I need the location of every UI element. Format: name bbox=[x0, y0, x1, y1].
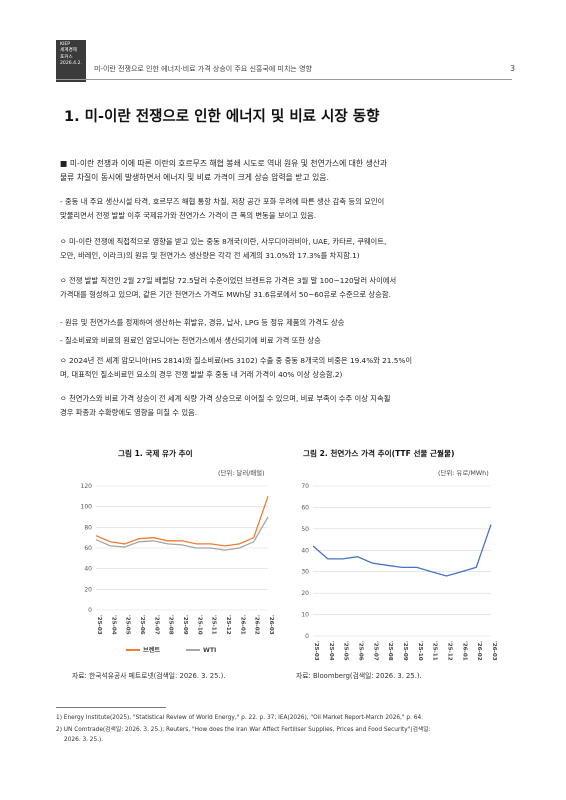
figure-1-title: 그림 1. 국제 유가 추이 bbox=[118, 449, 193, 458]
x-tick-label: '25-11 bbox=[432, 641, 438, 661]
x-tick-label: '25-03 bbox=[313, 641, 319, 661]
series-line bbox=[95, 496, 269, 547]
legend-label: 브렌트 bbox=[143, 646, 160, 654]
badge-line: 2026.4.2. bbox=[60, 61, 82, 67]
x-tick-label: '25-07 bbox=[153, 615, 159, 635]
x-tick-label: '25-09 bbox=[182, 615, 188, 635]
text-line: ■ 미-이란 전쟁과 이에 따른 이란의 호르무즈 해협 봉쇄 시도로 역내 원… bbox=[60, 159, 388, 168]
y-tick-label: 30 bbox=[301, 569, 309, 576]
y-tick-label: 10 bbox=[301, 612, 309, 619]
x-tick-label: '25-07 bbox=[372, 641, 378, 661]
circle-paragraph: ㅇ 미-이란 전쟁에 직접적으로 영향을 받고 있는 중동 8개국(이란, 사우… bbox=[60, 235, 386, 262]
x-tick-label: '26-03 bbox=[491, 641, 497, 661]
footnote: 2) UN Comtrade(검색일: 2026. 3. 25.); Reute… bbox=[56, 727, 431, 733]
x-tick-label: '26-03 bbox=[268, 615, 274, 635]
figure-2-unit: (단위: 유로/MWh) bbox=[438, 469, 489, 477]
section-title: 1. 미-이란 전쟁으로 인한 에너지 및 비료 시장 동향 bbox=[64, 109, 380, 125]
y-tick-label: 100 bbox=[81, 504, 93, 511]
y-tick-label: 50 bbox=[301, 526, 309, 533]
badge-line: KIEP bbox=[60, 42, 71, 47]
text-line: ㅇ 2024년 전 세계 암모니아(HS 2814)와 질소비료(HS 3102… bbox=[60, 356, 413, 365]
text-line: ㅇ 천연가스와 비료 가격 상승이 전 세계 식량 가격 상승으로 이어질 수 … bbox=[60, 394, 391, 403]
x-tick-label: '25-05 bbox=[125, 615, 131, 635]
legend-label: WTI bbox=[203, 647, 216, 654]
dash-paragraph: - 원유 및 천연가스를 정제하여 생산하는 휘발유, 경유, 납사, LPG … bbox=[60, 316, 344, 330]
circle-paragraph: ㅇ 천연가스와 비료 가격 상승이 전 세계 식량 가격 상승으로 이어질 수 … bbox=[60, 392, 390, 419]
y-tick-label: 70 bbox=[301, 483, 309, 490]
series-line bbox=[95, 516, 269, 551]
y-tick-label: 60 bbox=[84, 545, 92, 552]
text-line: - 중동 내 주요 생산시설 타격, 호르무즈 해협 통항 차질, 저장 공간 … bbox=[60, 197, 385, 206]
x-tick-label: '25-10 bbox=[417, 641, 423, 661]
x-tick-label: '25-05 bbox=[343, 641, 349, 661]
main-bullet-paragraph: ■ 미-이란 전쟁과 이에 따른 이란의 호르무즈 해협 봉쇄 시도로 역내 원… bbox=[60, 157, 387, 184]
text-line: 가격대를 형성하고 있으며, 같은 기간 천연가스 가격도 MWh당 31.6유… bbox=[60, 289, 391, 299]
text-line: 경우 파종과 수확량에도 영향을 미칠 수 있음. bbox=[60, 407, 198, 417]
x-tick-label: '25-08 bbox=[387, 641, 393, 661]
x-tick-label: '25-08 bbox=[168, 615, 174, 635]
x-tick-label: '25-06 bbox=[139, 615, 145, 635]
oil-price-chart: 0 20 40 60 80 100 120 '25-03 '25-04 '25-05 '25-06 '… bbox=[81, 483, 274, 654]
footnote-divider bbox=[56, 707, 166, 708]
x-tick-label: '25-04 bbox=[328, 641, 334, 661]
text-line: 맞물리면서 전쟁 발발 이후 국제유가와 천연가스 가격이 큰 폭의 변동을 보… bbox=[60, 210, 317, 220]
text-line: - 원유 및 천연가스를 정제하여 생산하는 휘발유, 경유, 납사, LPG … bbox=[60, 318, 345, 327]
text-line: 며, 대표적인 질소비료인 요소의 경우 전쟁 발발 후 중동 내 거래 가격이… bbox=[60, 369, 343, 379]
header-divider bbox=[56, 79, 512, 80]
figure-2-title: 그림 2. 천연가스 가격 추이(TTF 선물 근월물) bbox=[303, 449, 455, 458]
y-tick-label: 40 bbox=[301, 547, 309, 554]
x-tick-label: '26-01 bbox=[461, 641, 467, 661]
x-tick-label: '25-09 bbox=[402, 641, 408, 661]
text-line: 물류 차질이 동시에 발생하면서 에너지 및 비료 가격이 크게 상승 압력을 … bbox=[60, 172, 329, 182]
x-tick-label: '26-02 bbox=[254, 615, 260, 635]
footnote: 1) Energy Institute(2025), "Statistical … bbox=[56, 715, 424, 721]
figure-1-unit: (단위: 달러/배럴) bbox=[218, 469, 265, 477]
series-line bbox=[312, 524, 492, 577]
text-line: ㅇ 미-이란 전쟁에 직접적으로 영향을 받고 있는 중동 8개국(이란, 사우… bbox=[60, 237, 387, 246]
y-tick-label: 0 bbox=[305, 633, 309, 640]
x-tick-label: '25-03 bbox=[96, 615, 102, 635]
y-tick-label: 20 bbox=[301, 590, 309, 597]
figure-2-source: 자료: Bloomberg(검색일: 2026. 3. 25.). bbox=[296, 672, 422, 680]
circle-paragraph: ㅇ 전쟁 발발 직전인 2월 27일 배럴당 72.5달러 수준이었던 브렌트유… bbox=[60, 274, 396, 301]
kiep-header-badge: KIEP 세계경제 포커스 2026.4.2. bbox=[56, 40, 86, 82]
y-tick-label: 80 bbox=[84, 524, 92, 531]
page-number: 3 bbox=[510, 64, 516, 73]
x-tick-label: '26-01 bbox=[239, 615, 245, 635]
x-tick-label: '25-11 bbox=[211, 615, 217, 635]
y-tick-label: 40 bbox=[84, 566, 92, 573]
gas-price-chart: 0 10 20 30 40 50 60 70 '25-03 '25-04 '25-05 '25-06 '… bbox=[301, 483, 497, 661]
text-line: - 질소비료와 비료의 원료인 암모니아는 천연가스에서 생산되기에 비료 가격… bbox=[60, 336, 321, 345]
badge-line: 세계경제 bbox=[60, 48, 77, 54]
y-tick-label: 120 bbox=[81, 483, 93, 490]
running-header-title: 미-이란 전쟁으로 인한 에너지·비료 가격 상승이 주요 신흥국에 미치는 영… bbox=[94, 65, 312, 73]
circle-paragraph: ㅇ 2024년 전 세계 암모니아(HS 2814)와 질소비료(HS 3102… bbox=[60, 354, 412, 381]
text-line: ㅇ 전쟁 발발 직전인 2월 27일 배럴당 72.5달러 수준이었던 브렌트유… bbox=[60, 276, 397, 285]
badge-line: 포커스 bbox=[60, 54, 73, 60]
x-tick-label: '25-12 bbox=[225, 615, 231, 635]
dash-paragraph: - 중동 내 주요 생산시설 타격, 호르무즈 해협 통항 차질, 저장 공간 … bbox=[60, 195, 384, 222]
footnote: 2026. 3. 25.). bbox=[64, 737, 104, 743]
x-tick-label: '25-04 bbox=[110, 615, 116, 635]
text-line: 오만, 바레인, 이라크)의 원유 및 천연가스 생산량은 각각 전 세계의 3… bbox=[60, 250, 360, 260]
figure-1-source: 자료: 한국석유공사 페트로넷(검색일: 2026. 3. 25.). bbox=[72, 672, 226, 680]
x-tick-label: '25-10 bbox=[196, 615, 202, 635]
x-tick-label: '25-12 bbox=[447, 641, 453, 661]
dash-paragraph: - 질소비료와 비료의 원료인 암모니아는 천연가스에서 생산되기에 비료 가격… bbox=[60, 334, 321, 348]
y-tick-label: 20 bbox=[84, 586, 92, 593]
y-tick-label: 60 bbox=[301, 504, 309, 511]
x-tick-label: '25-06 bbox=[358, 641, 364, 661]
y-tick-label: 0 bbox=[88, 607, 92, 614]
x-tick-label: '26-02 bbox=[476, 641, 482, 661]
